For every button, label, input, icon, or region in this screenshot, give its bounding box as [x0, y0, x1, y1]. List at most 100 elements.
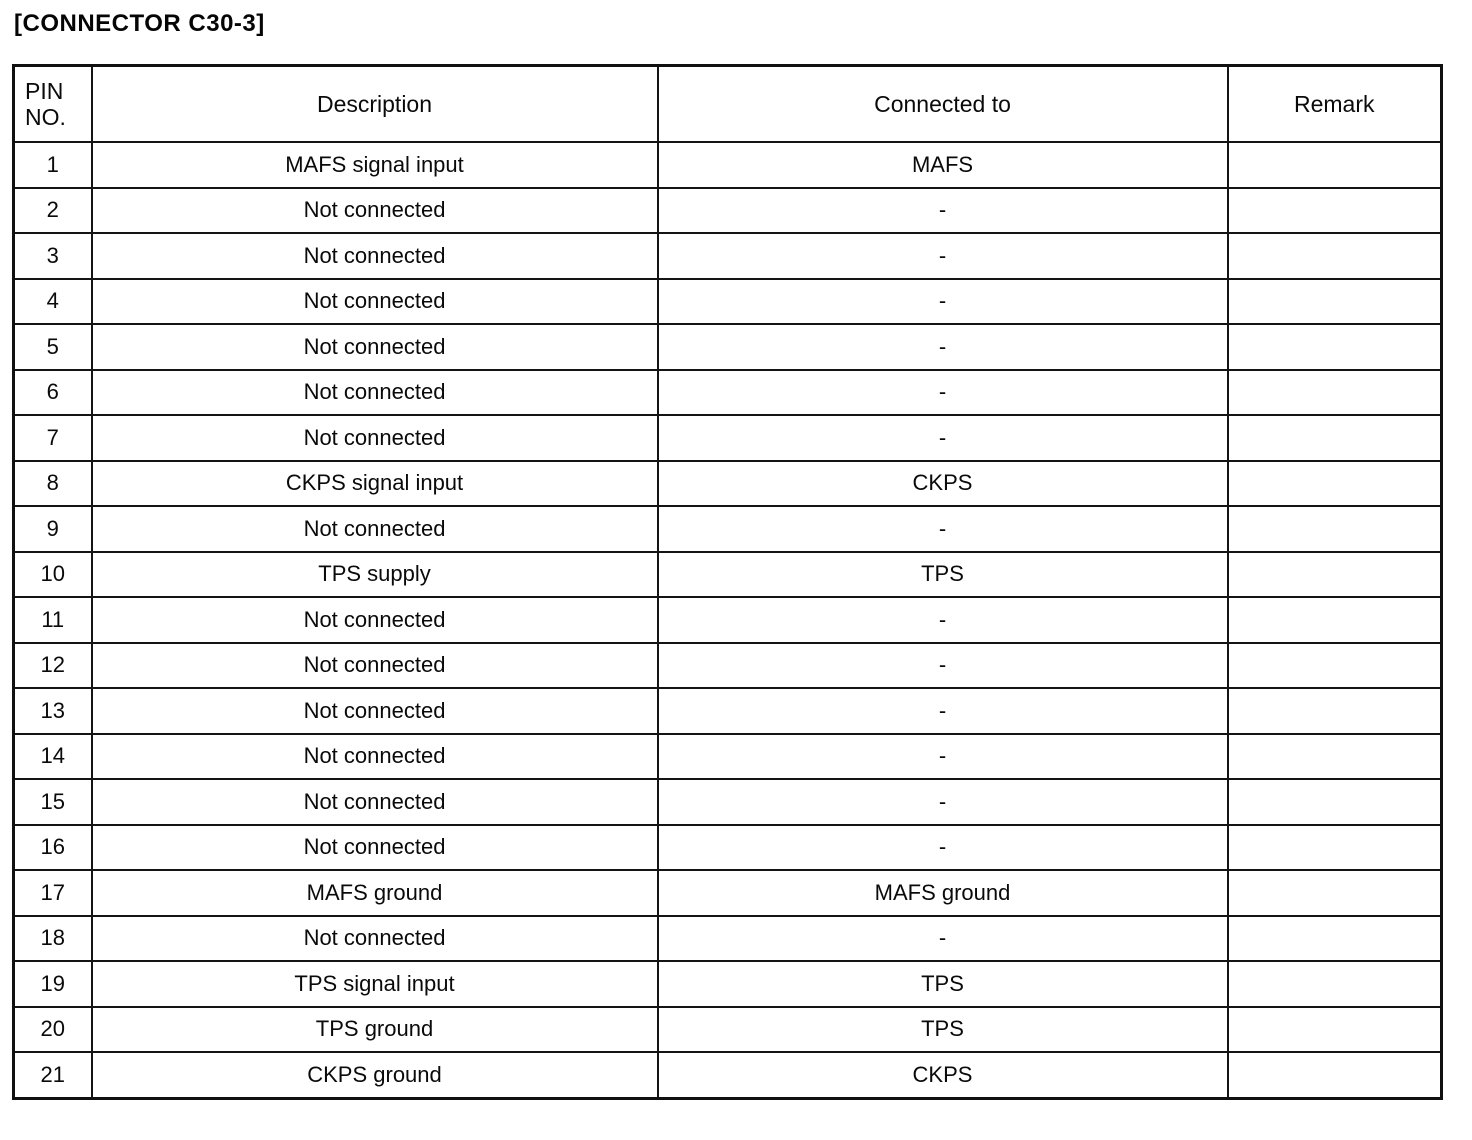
pin-header-line1: PIN [25, 77, 64, 104]
description-cell: TPS signal input [90, 960, 659, 1008]
remark-cell [1226, 823, 1443, 871]
description-cell: TPS ground [90, 1005, 659, 1053]
remark-cell [1226, 277, 1443, 325]
connected-to-cell: - [656, 687, 1229, 735]
table-row: 11 Not connected - [12, 596, 1443, 644]
pin-no-cell: 21 [12, 1051, 93, 1099]
description-cell: Not connected [90, 232, 659, 280]
remark-cell [1226, 687, 1443, 735]
description-cell: Not connected [90, 732, 659, 780]
remark-cell [1226, 459, 1443, 507]
connected-to-cell: - [656, 823, 1229, 871]
pin-no-cell: 4 [12, 277, 93, 325]
table-row: 12 Not connected - [12, 641, 1443, 689]
connected-to-cell: TPS [656, 1005, 1229, 1053]
description-cell: MAFS signal input [90, 141, 659, 189]
table-row: 13 Not connected - [12, 687, 1443, 735]
remark-cell [1226, 232, 1443, 280]
description-cell: Not connected [90, 414, 659, 462]
connected-to-cell: CKPS [656, 459, 1229, 507]
connected-to-cell: MAFS ground [656, 869, 1229, 917]
table-row: 1 MAFS signal input MAFS [12, 141, 1443, 189]
pin-no-cell: 14 [12, 732, 93, 780]
pin-no-cell: 3 [12, 232, 93, 280]
connected-to-cell: TPS [656, 550, 1229, 598]
connected-to-cell: - [656, 641, 1229, 689]
table-row: 9 Not connected - [12, 505, 1443, 553]
description-cell: Not connected [90, 277, 659, 325]
connected-to-cell: CKPS [656, 1051, 1229, 1099]
connected-to-cell: - [656, 505, 1229, 553]
pin-no-cell: 6 [12, 368, 93, 416]
column-header-connected-to: Connected to [656, 64, 1229, 143]
description-cell: Not connected [90, 368, 659, 416]
connected-to-cell: - [656, 732, 1229, 780]
connected-to-cell: - [656, 414, 1229, 462]
connected-to-cell: - [656, 186, 1229, 234]
table-row: 3 Not connected - [12, 232, 1443, 280]
remark-cell [1226, 550, 1443, 598]
table-row: 6 Not connected - [12, 368, 1443, 416]
connected-to-cell: TPS [656, 960, 1229, 1008]
remark-cell [1226, 141, 1443, 189]
connected-to-cell: - [656, 232, 1229, 280]
table-row: 19 TPS signal input TPS [12, 960, 1443, 1008]
description-cell: Not connected [90, 641, 659, 689]
description-cell: Not connected [90, 323, 659, 371]
description-cell: Not connected [90, 687, 659, 735]
table-row: 8 CKPS signal input CKPS [12, 459, 1443, 507]
table-row: 16 Not connected - [12, 823, 1443, 871]
table-row: 18 Not connected - [12, 914, 1443, 962]
page-title: [CONNECTOR C30-3] [14, 10, 265, 37]
table-row: 15 Not connected - [12, 778, 1443, 826]
table-row: 5 Not connected - [12, 323, 1443, 371]
pin-no-cell: 12 [12, 641, 93, 689]
pin-no-cell: 18 [12, 914, 93, 962]
pin-header-line2: NO. [25, 104, 66, 130]
pin-no-cell: 1 [12, 141, 93, 189]
remark-cell [1226, 914, 1443, 962]
connected-to-cell: - [656, 914, 1229, 962]
remark-cell [1226, 641, 1443, 689]
pin-no-cell: 20 [12, 1005, 93, 1053]
connected-to-cell: - [656, 368, 1229, 416]
pin-no-cell: 15 [12, 778, 93, 826]
description-cell: CKPS signal input [90, 459, 659, 507]
table-header-row: PIN NO. Description Connected to Remark [12, 64, 1443, 143]
remark-cell [1226, 323, 1443, 371]
column-header-description: Description [90, 64, 659, 143]
table-body: 1 MAFS signal input MAFS 2 Not connected -3 No… [12, 141, 1443, 1099]
pin-no-cell: 19 [12, 960, 93, 1008]
table-header: PIN NO. Description Connected to Remark [12, 64, 1443, 143]
column-header-remark: Remark [1226, 64, 1443, 143]
remark-cell [1226, 1005, 1443, 1053]
description-cell: Not connected [90, 778, 659, 826]
description-cell: Not connected [90, 823, 659, 871]
pin-no-cell: 17 [12, 869, 93, 917]
pin-no-cell: 7 [12, 414, 93, 462]
pin-no-cell: 10 [12, 550, 93, 598]
remark-cell [1226, 960, 1443, 1008]
pin-no-cell: 9 [12, 505, 93, 553]
table-row: 7 Not connected - [12, 414, 1443, 462]
remark-cell [1226, 869, 1443, 917]
table-row: 2 Not connected - [12, 186, 1443, 234]
pin-no-cell: 2 [12, 186, 93, 234]
description-cell: Not connected [90, 596, 659, 644]
table-row: 14 Not connected - [12, 732, 1443, 780]
table-row: 10 TPS supply TPS [12, 550, 1443, 598]
description-cell: Not connected [90, 505, 659, 553]
column-header-pin-no: PIN NO. [12, 64, 93, 143]
connected-to-cell: - [656, 323, 1229, 371]
table-row: 17 MAFS ground MAFS ground [12, 869, 1443, 917]
connected-to-cell: MAFS [656, 141, 1229, 189]
description-cell: Not connected [90, 914, 659, 962]
pin-no-cell: 5 [12, 323, 93, 371]
remark-cell [1226, 732, 1443, 780]
description-cell: TPS supply [90, 550, 659, 598]
remark-cell [1226, 186, 1443, 234]
pin-no-cell: 8 [12, 459, 93, 507]
description-cell: Not connected [90, 186, 659, 234]
connected-to-cell: - [656, 596, 1229, 644]
